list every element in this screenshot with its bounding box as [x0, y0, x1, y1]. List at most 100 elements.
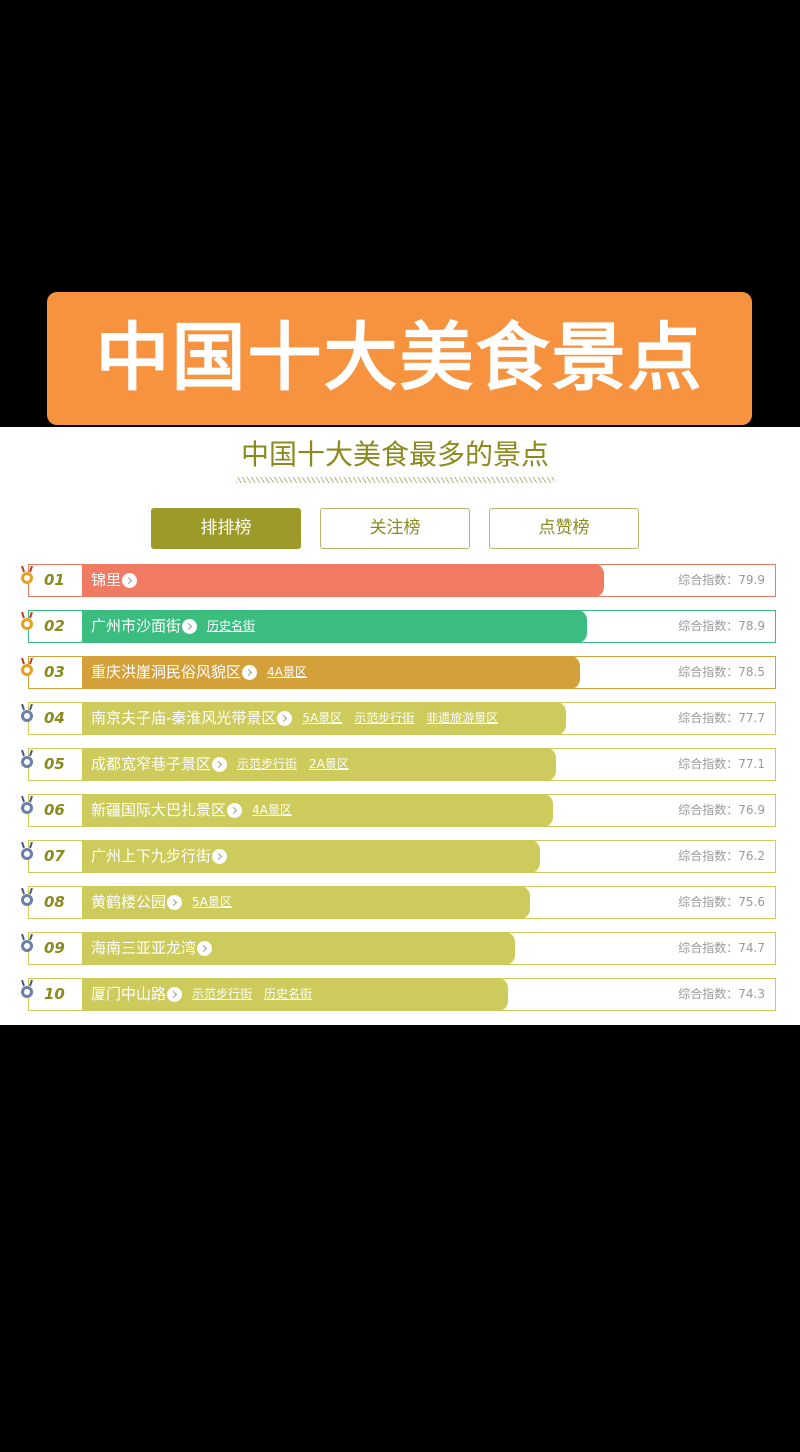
tag-link[interactable]: 5A景区: [192, 895, 232, 909]
score-value: 75.6: [738, 895, 765, 909]
place-name[interactable]: 南京夫子庙-秦淮风光带景区: [91, 709, 277, 727]
score-bar: [82, 932, 515, 965]
row-name: 锦里: [91, 565, 147, 596]
score-text: 综合指数：77.1: [678, 749, 765, 780]
medal-icon: [19, 979, 35, 1000]
score-value: 79.9: [738, 573, 765, 587]
arrow-icon[interactable]: [167, 987, 183, 1002]
place-name[interactable]: 锦里: [91, 571, 122, 589]
rank-row[interactable]: 09 海南三亚亚龙湾 综合指数：74.7: [21, 932, 776, 965]
score-label: 综合指数：: [678, 803, 739, 817]
score-label: 综合指数：: [678, 849, 739, 863]
medal-icon: [19, 933, 35, 954]
score-label: 综合指数：: [678, 711, 739, 725]
row-name: 厦门中山路 示范步行街 历史名街: [91, 979, 324, 1010]
medal: [21, 703, 33, 722]
arrow-icon[interactable]: [212, 757, 228, 772]
place-name[interactable]: 成都宽窄巷子景区: [91, 755, 212, 773]
tag-link[interactable]: 4A景区: [267, 665, 307, 679]
place-name[interactable]: 新疆国际大巴扎景区: [91, 801, 227, 819]
place-name[interactable]: 海南三亚亚龙湾: [91, 939, 197, 957]
tag-link[interactable]: 示范步行街: [192, 987, 253, 1001]
score-bar: [82, 610, 588, 643]
medal: [21, 841, 33, 860]
rank-number: 09: [44, 939, 65, 957]
medal-icon: [19, 611, 35, 632]
medal: [21, 749, 33, 768]
arrow-icon[interactable]: [277, 711, 293, 726]
arrow-icon[interactable]: [122, 573, 138, 588]
tag-link[interactable]: 示范步行街: [237, 757, 298, 771]
medal: [21, 933, 33, 952]
row-name: 成都宽窄巷子景区 示范步行街 2A景区: [91, 749, 361, 780]
place-name[interactable]: 厦门中山路: [91, 985, 167, 1003]
score-bar: [82, 840, 541, 873]
score-text: 综合指数：75.6: [678, 887, 765, 918]
rank-row[interactable]: 07 广州上下九步行街 综合指数：76.2: [21, 840, 776, 873]
rank-row[interactable]: 05 成都宽窄巷子景区 示范步行街 2A景区 综合指数：77.1: [21, 748, 776, 781]
tag-link[interactable]: 非遗旅游景区: [426, 711, 499, 725]
decoration: [236, 477, 554, 483]
score-value: 76.2: [738, 849, 765, 863]
score-label: 综合指数：: [678, 895, 739, 909]
score-value: 76.9: [738, 803, 765, 817]
panel-title: 中国十大美食最多的景点: [240, 438, 549, 471]
score-value: 77.1: [738, 757, 765, 771]
score-bar: [82, 748, 557, 781]
tag-link[interactable]: 历史名街: [207, 619, 256, 633]
score-value: 74.7: [738, 941, 765, 955]
score-value: 78.9: [738, 619, 765, 633]
tab[interactable]: 排排榜: [151, 508, 301, 549]
place-name[interactable]: 广州市沙面街: [91, 617, 182, 635]
score-bar: [82, 702, 567, 735]
rank-row[interactable]: 08 黄鹤楼公园 5A景区 综合指数：75.6: [21, 886, 776, 919]
place-name[interactable]: 重庆洪崖洞民俗风貌区: [91, 663, 242, 681]
row-name: 广州市沙面街 历史名街: [91, 611, 267, 642]
row-name: 重庆洪崖洞民俗风貌区 4A景区: [91, 657, 319, 688]
medal: [21, 657, 33, 676]
rank-row[interactable]: 03 重庆洪崖洞民俗风貌区 4A景区 综合指数：78.5: [21, 656, 776, 689]
row-name: 广州上下九步行街: [91, 841, 237, 872]
arrow-icon[interactable]: [212, 849, 228, 864]
arrow-icon[interactable]: [167, 895, 183, 910]
rank-number: 02: [44, 617, 65, 635]
score-label: 综合指数：: [678, 987, 739, 1001]
score-bar: [82, 564, 605, 597]
arrow-icon[interactable]: [242, 665, 258, 680]
ranking-panel: 中国十大美食最多的景点 排排榜 关注榜 点赞榜 01 锦里 综合指数：79.9 02 广…: [0, 427, 800, 1025]
score-label: 综合指数：: [678, 619, 739, 633]
arrow-icon[interactable]: [227, 803, 243, 818]
score-value: 78.5: [738, 665, 765, 679]
tag-link[interactable]: 5A景区: [302, 711, 343, 725]
tag-link[interactable]: 4A景区: [252, 803, 292, 817]
rank-row[interactable]: 06 新疆国际大巴扎景区 4A景区 综合指数：76.9: [21, 794, 776, 827]
tab[interactable]: 点赞榜: [489, 508, 639, 549]
rank-row[interactable]: 01 锦里 综合指数：79.9: [21, 564, 776, 597]
medal-icon: [19, 657, 35, 678]
tag-link[interactable]: 2A景区: [309, 757, 349, 771]
tab[interactable]: 关注榜: [320, 508, 470, 549]
tag-link[interactable]: 历史名街: [264, 987, 313, 1001]
arrow-icon[interactable]: [182, 619, 198, 634]
place-name[interactable]: 广州上下九步行街: [91, 847, 212, 865]
rank-row[interactable]: 04 南京夫子庙-秦淮风光带景区 5A景区 示范步行街 非遗旅游景区 综合指数：77.7: [21, 702, 776, 735]
row-name: 新疆国际大巴扎景区 4A景区: [91, 795, 304, 826]
rank-row[interactable]: 02 广州市沙面街 历史名街 综合指数：78.9: [21, 610, 776, 643]
score-text: 综合指数：76.2: [678, 841, 765, 872]
row-name: 海南三亚亚龙湾: [91, 933, 222, 964]
rank-number: 10: [44, 985, 65, 1003]
row-name: 黄鹤楼公园 5A景区: [91, 887, 244, 918]
tag-link[interactable]: 示范步行街: [354, 711, 415, 725]
medal-icon: [19, 565, 35, 586]
score-value: 74.3: [738, 987, 765, 1001]
score-value: 77.7: [738, 711, 765, 725]
rank-row[interactable]: 10 厦门中山路 示范步行街 历史名街 综合指数：74.3: [21, 978, 776, 1011]
score-bar: [82, 978, 508, 1011]
rank-number: 08: [44, 893, 65, 911]
place-name[interactable]: 黄鹤楼公园: [91, 893, 167, 911]
medal: [21, 979, 33, 998]
rank-number: 06: [44, 801, 65, 819]
score-label: 综合指数：: [678, 665, 739, 679]
arrow-icon[interactable]: [197, 941, 213, 956]
medal-icon: [19, 749, 35, 770]
